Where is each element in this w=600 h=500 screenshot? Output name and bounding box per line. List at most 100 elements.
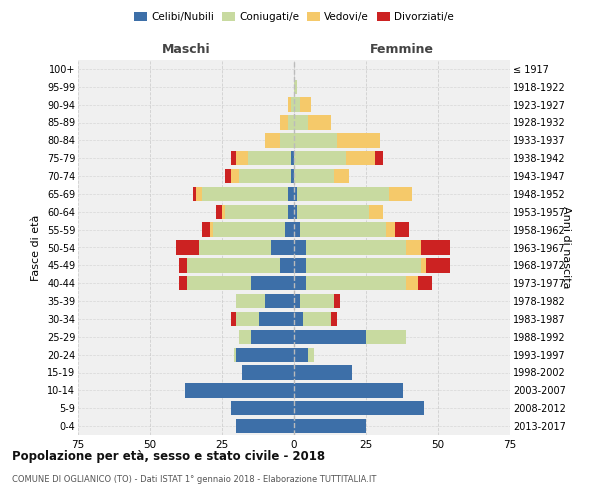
Bar [233,348,236,362]
Bar [334,169,349,183]
Bar [374,151,383,166]
Bar [214,222,286,237]
Bar [308,348,314,362]
Bar [300,294,334,308]
Y-axis label: Fasce di età: Fasce di età [31,214,41,280]
Bar [331,312,337,326]
Bar [216,204,222,219]
Bar [288,98,291,112]
Bar [271,240,294,254]
Bar [236,348,294,362]
Bar [265,133,280,148]
Bar [297,204,369,219]
Bar [300,98,311,112]
Bar [294,401,424,415]
Bar [288,187,294,201]
Bar [202,187,288,201]
Bar [199,240,271,254]
Bar [187,276,251,290]
Bar [230,401,294,415]
Bar [294,187,297,201]
Text: Popolazione per età, sesso e stato civile - 2018: Popolazione per età, sesso e stato civil… [12,450,325,463]
Bar [187,258,280,272]
Bar [176,240,199,254]
Bar [294,133,337,148]
Bar [222,204,225,219]
Bar [294,98,300,112]
Bar [418,276,432,290]
Bar [294,116,308,130]
Bar [236,312,259,326]
Bar [294,276,305,290]
Bar [280,116,288,130]
Bar [305,276,406,290]
Bar [294,419,366,433]
Bar [230,151,236,166]
Bar [421,240,449,254]
Bar [294,80,297,94]
Bar [294,383,403,398]
Bar [291,151,294,166]
Bar [236,419,294,433]
Bar [369,204,383,219]
Bar [406,276,418,290]
Bar [225,204,288,219]
Bar [251,330,294,344]
Bar [239,169,291,183]
Bar [236,151,248,166]
Bar [305,258,421,272]
Bar [280,258,294,272]
Bar [294,258,305,272]
Bar [294,204,297,219]
Y-axis label: Anni di nascita: Anni di nascita [561,206,571,289]
Bar [288,116,294,130]
Bar [406,240,421,254]
Bar [291,169,294,183]
Bar [294,348,308,362]
Bar [305,240,406,254]
Bar [395,222,409,237]
Bar [230,312,236,326]
Legend: Celibi/Nubili, Coniugati/e, Vedovi/e, Divorziati/e: Celibi/Nubili, Coniugati/e, Vedovi/e, Di… [130,8,458,26]
Bar [248,151,291,166]
Bar [239,330,251,344]
Bar [294,312,302,326]
Bar [179,258,187,272]
Bar [389,187,412,201]
Bar [294,151,346,166]
Bar [288,204,294,219]
Bar [286,222,294,237]
Bar [294,169,334,183]
Bar [294,366,352,380]
Bar [251,276,294,290]
Bar [179,276,187,290]
Bar [337,133,380,148]
Bar [294,240,305,254]
Bar [300,222,386,237]
Bar [421,258,427,272]
Bar [302,312,331,326]
Text: Maschi: Maschi [161,44,211,57]
Bar [366,330,406,344]
Bar [225,169,230,183]
Bar [211,222,214,237]
Bar [265,294,294,308]
Bar [291,98,294,112]
Bar [346,151,374,166]
Bar [334,294,340,308]
Bar [427,258,449,272]
Bar [202,222,211,237]
Bar [297,187,389,201]
Bar [386,222,395,237]
Bar [294,330,366,344]
Text: Femmine: Femmine [370,44,434,57]
Bar [280,133,294,148]
Bar [236,294,265,308]
Bar [259,312,294,326]
Bar [185,383,294,398]
Bar [230,169,239,183]
Bar [242,366,294,380]
Text: COMUNE DI OGLIANICO (TO) - Dati ISTAT 1° gennaio 2018 - Elaborazione TUTTITALIA.: COMUNE DI OGLIANICO (TO) - Dati ISTAT 1°… [12,475,376,484]
Bar [193,187,196,201]
Bar [308,116,331,130]
